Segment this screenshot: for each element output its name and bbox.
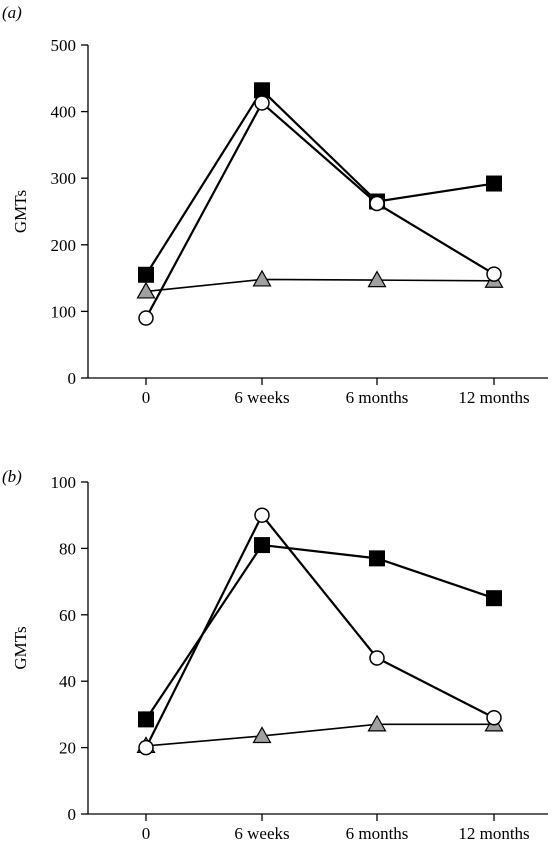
x-tick-label: 0 [142,824,151,843]
data-point-circle [254,507,270,523]
y-axis-label: GMTs [11,190,30,233]
x-tick-label: 12 months [458,824,529,843]
series-line-open-circle [145,101,495,319]
data-point-triangle [252,726,272,744]
data-point-circle [138,310,154,326]
data-point-triangle [367,714,387,732]
data-point-circle [369,195,385,212]
x-tick-label: 6 weeks [234,824,289,843]
data-point-square [369,550,385,567]
y-tick-label: 100 [51,302,77,321]
data-point-square [138,266,154,283]
x-tick-label: 12 months [458,388,529,407]
x-tick-label: 6 weeks [234,388,289,407]
y-tick-label: 200 [51,236,77,255]
panel-b: (b) 0 20 40 60 80 100 0 6 weeks 6 months 12 months… [2,467,548,843]
series-line-filled-square [145,543,495,720]
y-axis-label: GMTs [11,626,30,669]
series-line-filled-square [145,88,495,276]
data-point-square [254,537,270,554]
y-tick-label: 0 [68,369,77,388]
y-tick-label: 300 [51,169,77,188]
data-point-square [138,711,154,728]
panel-label: (a) [2,3,22,22]
panel-a: (a) 0 100 200 300 400 500 0 6 weeks 6 months 12 mo… [2,3,548,407]
y-tick-label: 500 [51,36,77,55]
data-point-circle [369,650,385,666]
y-tick-label: 80 [59,539,76,558]
data-point-square [486,175,502,192]
y-tick-label: 100 [51,473,77,492]
data-point-circle [138,739,154,756]
y-tick-label: 0 [68,805,77,824]
data-point-circle [486,266,502,282]
data-point-circle [254,95,270,111]
data-point-triangle [136,281,156,299]
series-line-grey-triangle [145,723,494,747]
y-tick-label: 40 [59,672,76,691]
data-point-circle [486,709,502,726]
x-tick-label: 6 months [346,824,409,843]
series-line-open-circle [145,513,495,749]
series-line-grey-triangle [145,278,495,293]
x-tick-label: 0 [142,388,151,407]
x-tick-label: 6 months [346,388,409,407]
data-point-square [486,590,502,607]
data-point-triangle [252,269,272,287]
data-point-triangle [367,270,387,288]
y-tick-label: 400 [51,103,77,122]
y-tick-label: 60 [59,606,76,625]
panel-label: (b) [2,467,22,486]
y-tick-label: 20 [59,739,76,758]
